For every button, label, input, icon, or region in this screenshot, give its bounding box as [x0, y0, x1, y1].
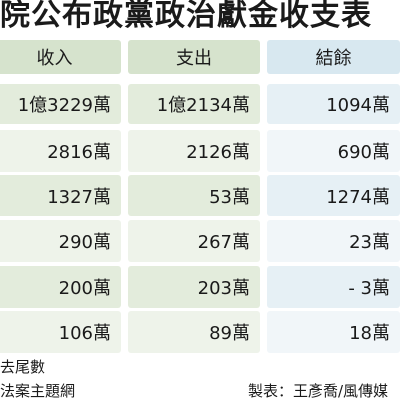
header-balance: 結餘: [267, 40, 400, 74]
income-cell: 106萬: [0, 311, 121, 353]
table-row: 200萬 203萬 - 3萬: [0, 266, 400, 308]
table-row: 1327萬 53萬 1274萬: [0, 175, 400, 216]
expense-cell: 267萬: [128, 220, 260, 262]
table-row: 106萬 89萬 18萬: [0, 311, 400, 353]
expense-cell: 53萬: [128, 175, 260, 216]
balance-cell: 18萬: [267, 311, 400, 353]
page-title: 院公布政黨政治獻金收支表: [0, 0, 372, 33]
balance-cell: 690萬: [267, 130, 400, 172]
header-income: 收入: [0, 40, 121, 74]
expense-cell: 1億2134萬: [128, 84, 260, 124]
income-cell: 290萬: [0, 220, 121, 262]
income-cell: 1億3229萬: [0, 84, 121, 124]
income-cell: 2816萬: [0, 130, 121, 172]
table-header-row: 收入 支出 結餘: [0, 40, 400, 74]
balance-cell: 23萬: [267, 220, 400, 262]
table-row: 1億3229萬 1億2134萬 1094萬: [0, 84, 400, 124]
balance-cell: 1274萬: [267, 175, 400, 216]
footnote-source: 法案主題網: [0, 382, 76, 400]
header-expense: 支出: [128, 40, 260, 74]
table-row: 290萬 267萬 23萬: [0, 220, 400, 262]
income-cell: 200萬: [0, 266, 121, 308]
table-row: 2816萬 2126萬 690萬: [0, 130, 400, 172]
footnote-rounding: 去尾數: [0, 358, 46, 376]
expense-cell: 2126萬: [128, 130, 260, 172]
balance-cell: 1094萬: [267, 84, 400, 124]
footnote-credit: 製表：王彥喬/風傳媒: [248, 382, 389, 400]
expense-cell: 89萬: [128, 311, 260, 353]
income-cell: 1327萬: [0, 175, 121, 216]
balance-cell: - 3萬: [267, 266, 400, 308]
expense-cell: 203萬: [128, 266, 260, 308]
